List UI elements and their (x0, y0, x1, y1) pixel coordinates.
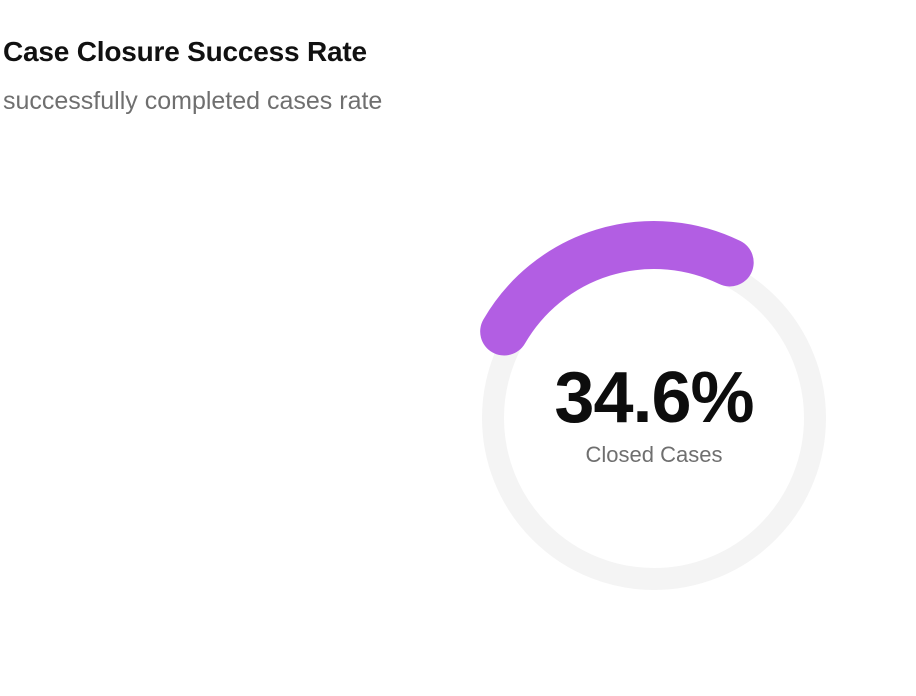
gauge-svg (480, 221, 826, 590)
radial-gauge: 34.6% Closed Cases (460, 221, 848, 612)
gauge-label: Closed Cases (585, 442, 723, 467)
chart-title: Case Closure Success Rate (3, 36, 367, 67)
gauge-value: 34.6% (554, 358, 754, 438)
gauge-value-arc (480, 221, 754, 356)
chart-subtitle: successfully completed cases rate (3, 87, 383, 115)
gauge-center: 34.6% Closed Cases (460, 224, 848, 612)
